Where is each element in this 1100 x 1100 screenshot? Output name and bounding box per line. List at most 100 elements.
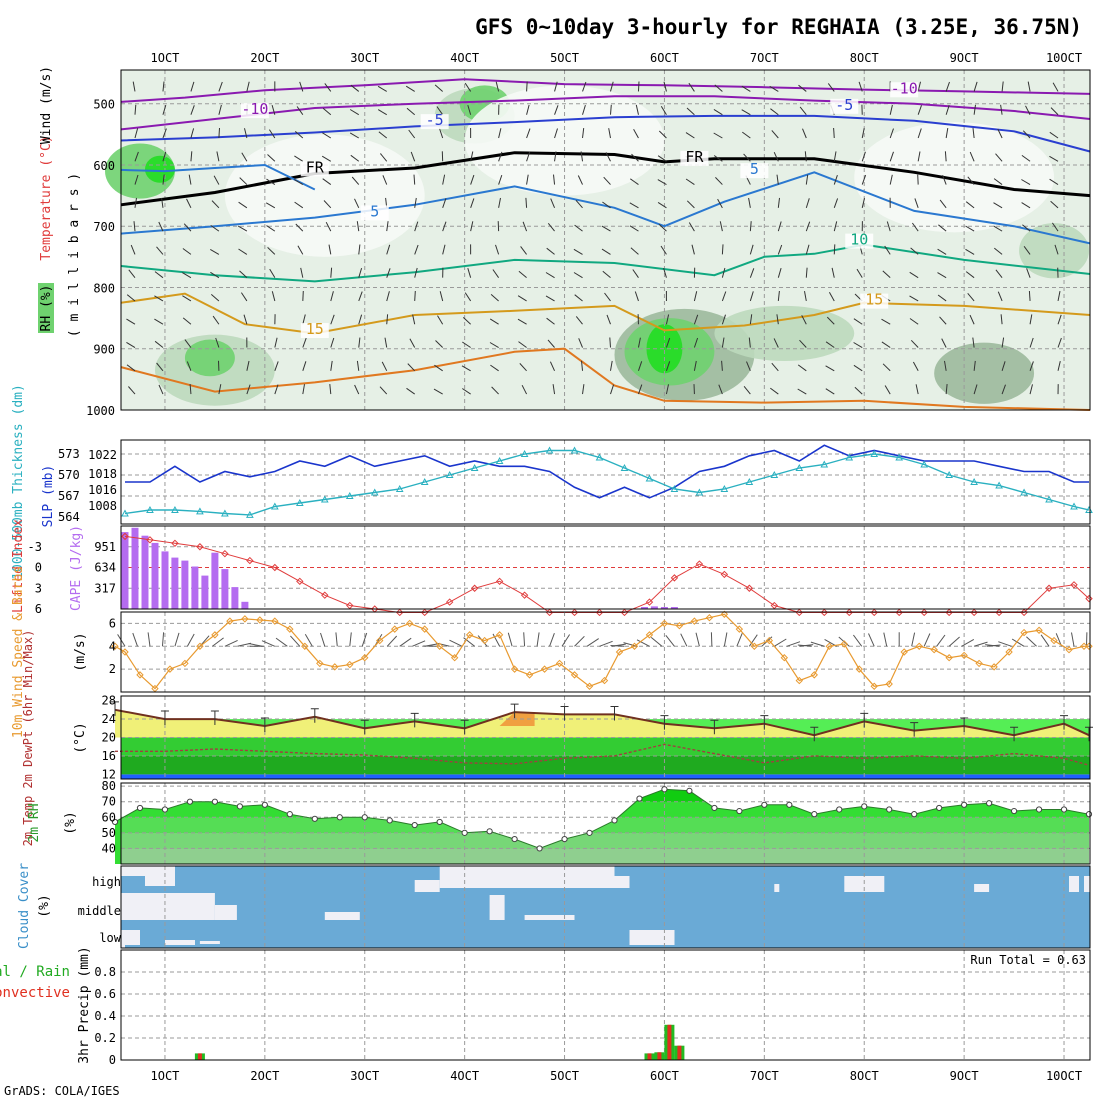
wind-barb [414,197,417,208]
wind-barb [889,151,894,162]
cloud-gap [165,940,195,945]
thickness-point [670,484,679,492]
wind-barb [244,128,248,139]
wind-barb [660,105,667,115]
wind-speed-point [286,625,294,633]
contour-label-bg [890,82,919,98]
wind-barb [665,337,671,348]
wind-barb [215,337,220,348]
wind-barb [132,81,136,92]
thickness-point [570,446,579,454]
wind-barb [470,198,475,209]
bottom-date-label: 9OCT [950,1069,979,1083]
wind-barb [856,268,863,278]
bottom-date-label: 2OCT [250,1069,279,1083]
wind-speed-point [301,642,309,650]
wind-barb [1001,384,1006,395]
wind-barb [464,82,472,92]
wind-barb [748,197,751,208]
wind-barb [917,151,921,162]
wind-barb [884,245,891,255]
cloud-gap [1069,876,1079,892]
cape-bar [191,566,199,609]
wind-barb [774,638,787,647]
precip-axis-label: 3hr Precip (mm) [77,946,92,1063]
temperature-range-bar [760,715,769,730]
wind-barb [805,221,811,232]
lifted-index-point [271,563,279,572]
wind-speed-point [465,631,474,639]
rh-point [836,806,843,813]
wind-barb [184,339,192,348]
wind-barb [961,638,975,647]
wind-barb [1001,81,1004,92]
wind-barb [665,361,671,371]
wind-barb [776,314,779,325]
wind-speed-point [1080,642,1088,650]
thickness-point [171,505,179,513]
thickness-point [845,453,854,461]
wind-barb [324,83,332,92]
wind-barb [945,384,948,395]
temperature-tick: 20 [102,731,116,745]
wind-barb [467,104,472,115]
wind-barb [719,221,723,232]
lifted-index-point [171,539,179,547]
wind-barb [797,388,807,395]
rh-point [636,795,643,802]
wind-speed-point [615,648,624,656]
wind-barb [545,295,555,302]
wind-barb [518,341,527,348]
wind-barb [743,153,751,162]
wind-barb [665,314,670,325]
cloud-gap [524,915,575,920]
wind-barb [320,632,326,647]
wind-barb [773,151,779,162]
wind-barb [188,174,192,185]
wind-barb [997,128,1003,139]
wind-barb [749,244,754,255]
wind-barb [162,128,167,139]
top-date-label: 8OCT [850,51,879,65]
wind-barb [134,174,139,185]
contour-label-bg [300,323,329,339]
cape-bar [131,527,139,609]
wind-barb [268,129,276,139]
wind-barb [721,314,726,325]
rh-point [961,801,968,808]
lifted-index-point [146,536,154,544]
wind-barb [637,337,641,348]
wind-barb [602,201,611,209]
top-date-label: 5OCT [550,51,579,65]
wind-barb [749,268,755,278]
cape-bar [241,601,249,609]
thickness-point [870,449,879,457]
wind-barb [267,247,276,255]
thickness-point [270,502,279,510]
wind-barb [610,81,614,92]
contour-label-bg [240,103,269,119]
lifted-index-point [995,608,1003,617]
rh-tick: 50 [102,826,116,840]
wind-barb [1021,179,1031,185]
wind-barb [377,85,387,92]
temperature-range-bar [410,712,419,728]
rh-point [436,818,443,826]
wind-barb [536,632,540,647]
top-date-label: 1OCT [151,51,180,65]
wind-speed-point [1005,648,1013,656]
wind-barb [162,151,167,162]
temp2m-units-label: (°C) [73,722,88,753]
rh-point [161,806,169,813]
wind-speed-point [181,659,189,668]
wind-barb [713,132,723,139]
thickness-point [146,505,154,513]
wind-barb [599,640,613,647]
wind-barb [1029,384,1033,395]
wind-barb [561,634,571,647]
temperature-range-bar [1010,726,1019,742]
wind-barb [608,128,611,139]
wind-barb [358,291,363,302]
wind-barb [126,341,136,348]
